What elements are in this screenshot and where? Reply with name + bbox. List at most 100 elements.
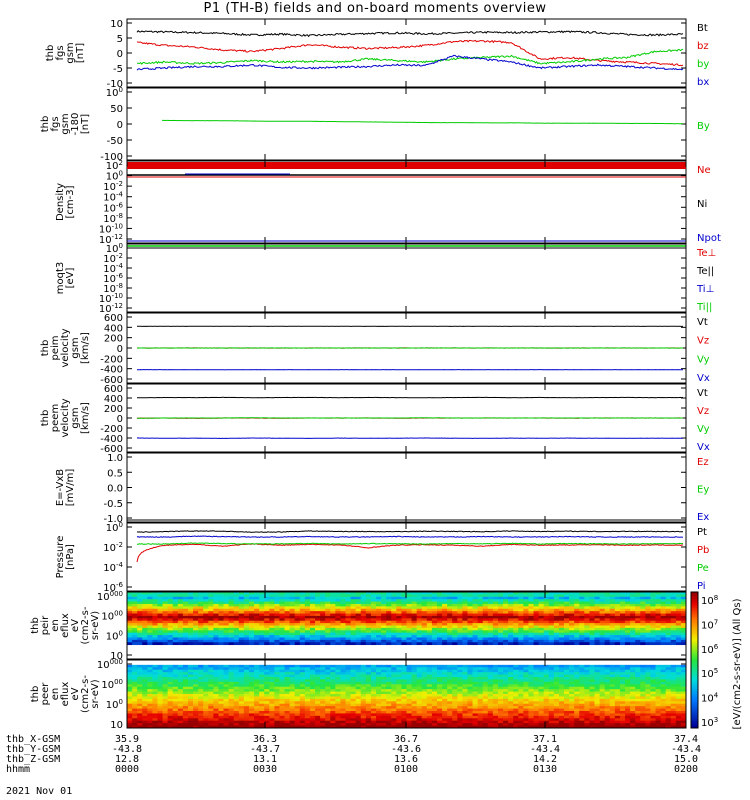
- spectrogram-cell: [523, 696, 529, 700]
- spectrogram-cell: [482, 620, 489, 624]
- spectrogram-cell: [254, 594, 260, 598]
- spectrogram-cell: [304, 630, 311, 634]
- spectrogram-cell: [401, 601, 407, 605]
- spectrogram-cell: [503, 635, 509, 638]
- spectrogram-cell: [279, 718, 285, 722]
- spectrogram-cell: [167, 674, 174, 678]
- spectrogram-cell: [289, 706, 296, 709]
- spectrogram-cell: [193, 694, 199, 697]
- spectrogram-cell: [421, 664, 428, 668]
- spectrogram-cell: [457, 627, 463, 631]
- spectrogram-cell: [467, 708, 473, 712]
- spectrogram-cell: [457, 615, 463, 619]
- spectrogram-cell: [462, 632, 468, 636]
- spectrogram-cell: [365, 674, 372, 678]
- spectrogram-cell: [172, 599, 179, 602]
- spectrogram-cell: [416, 684, 423, 688]
- spectrogram-cell: [162, 620, 169, 624]
- spectrogram-cell: [640, 594, 646, 598]
- spectrogram-cell: [447, 689, 453, 692]
- spectrogram-cell: [421, 698, 428, 702]
- spectrogram-cell: [213, 625, 219, 629]
- spectrogram-cell: [167, 720, 174, 724]
- spectrogram-cell: [193, 625, 199, 629]
- spectrogram-cell: [274, 623, 280, 626]
- spectrogram-cell: [350, 713, 357, 717]
- spectrogram-cell: [172, 620, 179, 624]
- spectrogram-cell: [299, 642, 306, 646]
- spectrogram-cell: [518, 684, 524, 688]
- spectrogram-cell: [289, 696, 296, 700]
- spectrogram-cell: [665, 618, 672, 622]
- spectrogram-cell: [381, 679, 387, 683]
- spectrogram-cell: [436, 625, 443, 629]
- spectrogram-cell: [269, 689, 275, 692]
- spectrogram-cell: [533, 694, 540, 697]
- spectrogram-cell: [421, 718, 428, 722]
- spectrogram-cell: [442, 603, 448, 607]
- spectrogram-cell: [167, 592, 174, 595]
- spectrogram-cell: [238, 679, 245, 683]
- spectrogram-cell: [187, 618, 194, 622]
- spectrogram-cell: [198, 686, 204, 690]
- spectrogram-cell: [203, 677, 209, 680]
- spectrogram-cell: [655, 613, 661, 617]
- spectrogram-cell: [365, 664, 372, 668]
- spectrogram-cell: [579, 623, 585, 626]
- spectrogram-cell: [243, 703, 250, 707]
- spectrogram-cell: [472, 677, 479, 680]
- spectrogram-cell: [340, 603, 346, 607]
- spectrogram-cell: [635, 625, 641, 629]
- spectrogram-cell: [487, 696, 494, 700]
- spectrogram-cell: [218, 669, 224, 673]
- spectrogram-cell: [259, 696, 265, 700]
- spectrogram-cell: [254, 711, 260, 714]
- spectrogram-cell: [426, 625, 433, 629]
- spectrogram-cell: [548, 706, 555, 709]
- spectrogram-cell: [355, 696, 362, 700]
- spectrogram-cell: [528, 630, 534, 634]
- spectrogram-cell: [157, 603, 163, 607]
- spectrogram-cell: [645, 615, 651, 619]
- spectrogram-cell: [497, 711, 504, 714]
- spectrogram-cell: [254, 672, 260, 675]
- spectrogram-cell: [589, 635, 595, 638]
- spectrogram-cell: [477, 642, 484, 646]
- spectrogram-cell: [396, 708, 402, 712]
- spectrogram-cell: [177, 674, 184, 678]
- spectrogram-cell: [132, 611, 138, 614]
- spectrogram-cell: [391, 677, 397, 680]
- spectrogram-cell: [386, 611, 392, 614]
- spectrogram-cell: [538, 623, 545, 626]
- series-6-Vy: [137, 417, 684, 419]
- spectrogram-cell: [345, 635, 351, 638]
- panel-6-ytick: -400: [100, 434, 123, 445]
- spectrogram-cell: [360, 720, 367, 724]
- spectrogram-cell: [335, 669, 341, 673]
- spectrogram-cell: [513, 706, 519, 709]
- spectrogram-cell: [294, 713, 301, 717]
- spectrogram-cell: [304, 667, 311, 671]
- spectrogram-cell: [503, 679, 509, 683]
- spectrogram-cell: [625, 635, 631, 638]
- spectrogram-cell: [508, 623, 514, 626]
- spectrogram-cell: [431, 698, 438, 702]
- panel-2-ylabel: [nT]: [80, 114, 91, 134]
- spectrogram-cell: [492, 637, 499, 641]
- spectrogram-cell: [665, 608, 672, 612]
- spectrogram-cell: [492, 703, 499, 707]
- spectrogram-cell: [599, 637, 606, 641]
- spectrogram-cell: [355, 637, 362, 641]
- spectrogram-cell: [381, 613, 387, 617]
- spectrogram-cell: [365, 689, 372, 692]
- spectrogram-cell: [518, 618, 524, 622]
- spectrogram-cell: [187, 720, 194, 724]
- spectrogram-cell: [589, 613, 595, 617]
- spectrogram-cell: [569, 615, 575, 619]
- spectrogram-cell: [548, 672, 555, 675]
- spectrogram-cell: [320, 672, 326, 675]
- spectrogram-cell: [142, 664, 148, 668]
- spectrogram-cell: [137, 613, 143, 617]
- spectrogram-cell: [640, 618, 646, 622]
- spectrogram-cell: [127, 596, 133, 600]
